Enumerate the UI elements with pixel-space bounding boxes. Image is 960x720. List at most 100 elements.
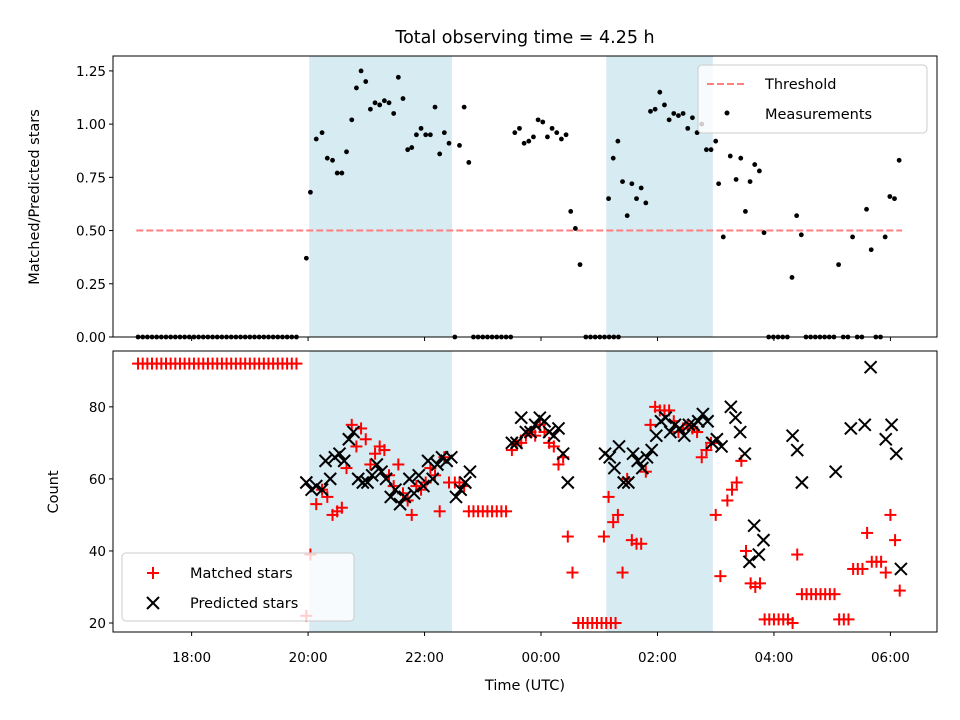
matched-star-point xyxy=(433,505,446,518)
bottom-shaded-bands xyxy=(309,351,713,632)
predicted-star-point xyxy=(635,461,650,475)
predicted-star-point xyxy=(677,428,691,443)
matched-star-point xyxy=(602,490,615,503)
measurement-point xyxy=(685,125,691,131)
measurement-point xyxy=(303,255,309,261)
x-axis-label: Time (UTC) xyxy=(484,678,565,694)
measurement-point xyxy=(708,147,714,153)
matched-star-point xyxy=(364,458,377,471)
measurement-point xyxy=(882,234,888,240)
predicted-star-point xyxy=(747,519,761,533)
matched-star-point xyxy=(616,566,629,579)
predicted-star-point xyxy=(556,446,570,461)
measurement-point xyxy=(413,132,419,138)
predicted-star-point xyxy=(616,475,631,490)
measurement-point xyxy=(446,140,452,146)
measurement-point xyxy=(330,157,335,163)
x-tick-label: 02:00 xyxy=(638,650,677,666)
legend-measurements-swatch xyxy=(724,110,730,116)
measurement-point xyxy=(405,147,411,153)
predicted-star-point xyxy=(612,439,626,454)
legend-predicted-swatch xyxy=(146,596,160,610)
top-panel: 0.00 0.25 0.50 0.75 1.00 1.25 Matched/Predict… xyxy=(27,55,938,346)
measurement-point xyxy=(372,100,378,106)
matched-star-point xyxy=(611,508,624,521)
measurement-point xyxy=(752,162,758,167)
measurement-point xyxy=(743,209,748,214)
y-tick-label: 1.25 xyxy=(76,64,106,80)
bottom-panel: 20 40 60 80 18:00 20:00 22:00 00:00 02:00 04:00 0… xyxy=(46,350,938,694)
matched-star-point xyxy=(753,577,766,590)
matched-star-point xyxy=(842,613,855,626)
x-tick-label: 22:00 xyxy=(405,650,444,666)
measurement-point xyxy=(339,170,345,176)
measurement-point xyxy=(836,262,841,268)
matched-star-point xyxy=(405,508,418,521)
y-tick-label: 0.50 xyxy=(76,224,106,240)
predicted-star-point xyxy=(742,555,757,569)
measurement-point xyxy=(615,138,621,144)
measurement-point xyxy=(657,89,663,95)
predicted-star-point xyxy=(889,446,903,461)
measurement-point xyxy=(381,98,387,104)
predicted-star-point xyxy=(733,425,747,439)
predicted-star-point xyxy=(672,421,687,436)
measurement-point xyxy=(308,189,313,195)
matched-star-point xyxy=(644,418,657,431)
matched-star-point xyxy=(730,476,743,489)
measurement-point xyxy=(423,132,429,138)
measurement-point xyxy=(624,213,630,219)
measurement-point xyxy=(545,134,550,140)
top-legend-box xyxy=(697,64,928,134)
legend-matched-label: Matched stars xyxy=(190,566,293,582)
matched-star-point xyxy=(889,534,902,547)
predicted-star-point xyxy=(449,490,463,504)
predicted-star-point xyxy=(346,425,361,439)
night-band xyxy=(606,56,713,337)
x-tick-label: 06:00 xyxy=(871,650,910,666)
predicted-star-point xyxy=(388,482,403,497)
predicted-star-point xyxy=(318,454,333,468)
measurement-point xyxy=(733,177,739,182)
predicted-star-point xyxy=(537,414,552,428)
matched-star-point xyxy=(609,616,622,629)
y-tick-label: 1.00 xyxy=(76,117,106,133)
measurement-point xyxy=(680,111,686,116)
measurement-point xyxy=(756,168,762,174)
x-tick-label: 18:00 xyxy=(172,650,211,666)
matched-star-point xyxy=(378,444,391,457)
y-tick-label: 0.00 xyxy=(76,330,106,346)
measurement-point xyxy=(418,125,424,131)
matched-star-point xyxy=(709,508,722,521)
measurement-point xyxy=(652,106,658,112)
measurement-point xyxy=(629,181,635,187)
predicted-star-point xyxy=(603,450,617,464)
measurement-point xyxy=(324,155,330,161)
x-tick-label: 04:00 xyxy=(754,650,793,666)
matched-star-point xyxy=(721,494,734,507)
measurement-point xyxy=(738,155,744,161)
measurement-point xyxy=(568,209,574,214)
matched-star-point xyxy=(726,483,739,496)
predicted-star-point xyxy=(360,475,375,490)
matched-star-point xyxy=(350,440,363,453)
matched-star-point xyxy=(392,458,405,471)
predicted-star-point xyxy=(412,468,426,482)
matched-star-point xyxy=(359,433,372,446)
predicted-star-point xyxy=(365,468,379,482)
predicted-star-point xyxy=(630,454,645,468)
legend-measurements-label: Measurements xyxy=(765,107,872,123)
predicted-star-point xyxy=(299,475,314,490)
matched-star-point xyxy=(566,566,579,579)
matched-star-point xyxy=(695,451,708,464)
measurement-point xyxy=(437,151,443,157)
measurement-point xyxy=(558,136,564,142)
measurement-point xyxy=(391,111,397,116)
matched-star-point xyxy=(875,555,888,568)
predicted-star-point xyxy=(785,428,800,443)
measurement-point xyxy=(634,196,639,202)
predicted-star-point xyxy=(370,457,384,472)
measurement-point xyxy=(676,113,681,119)
predicted-star-point xyxy=(894,562,908,576)
y-tick-label: 60 xyxy=(89,472,106,488)
